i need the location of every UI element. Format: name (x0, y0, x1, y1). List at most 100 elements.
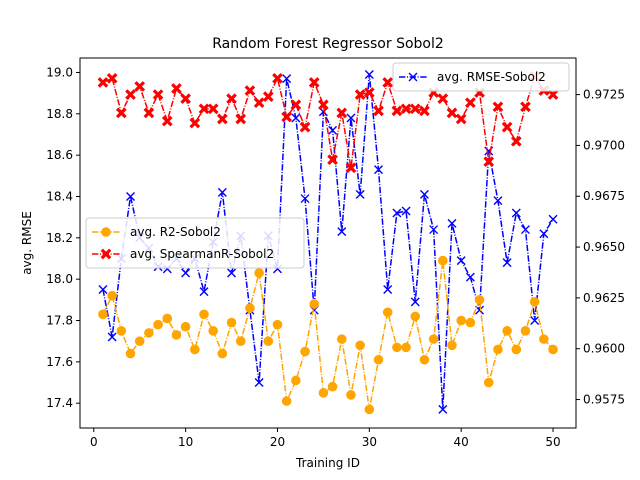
data-point-avg-r2-sobol2 (318, 388, 329, 398)
data-point-avg-rmse-sobol2 (355, 189, 365, 199)
data-point-avg-rmse-sobol2 (511, 208, 521, 218)
data-point-avg-rmse-sobol2 (199, 287, 209, 297)
x-tick-label: 40 (454, 435, 469, 449)
data-point-avg-spearmanr-sobol2 (318, 99, 329, 111)
data-point-avg-r2-sobol2 (364, 404, 375, 415)
chart-title: Random Forest Regressor Sobol2 (212, 36, 444, 52)
data-point-avg-spearmanr-sobol2 (547, 89, 559, 100)
y-right-tick-label: 0.9725 (583, 88, 625, 102)
data-point-avg-r2-sobol2 (162, 313, 173, 324)
data-point-avg-r2-sobol2 (355, 340, 365, 351)
data-point-avg-spearmanr-sobol2 (125, 89, 136, 100)
data-point-avg-spearmanr-sobol2 (207, 103, 219, 115)
data-point-avg-r2-sobol2 (208, 326, 218, 336)
legend-marker-avg-rmse-sobol2 (408, 72, 418, 82)
data-point-avg-spearmanr-sobol2 (235, 113, 247, 125)
data-point-avg-rmse-sobol2 (337, 227, 347, 237)
y-left-tick-label: 18.0 (46, 272, 73, 286)
data-point-avg-spearmanr-sobol2 (97, 77, 109, 88)
data-point-avg-spearmanr-sobol2 (308, 77, 320, 88)
data-point-avg-r2-sobol2 (309, 299, 320, 309)
data-point-avg-r2-sobol2 (107, 290, 117, 301)
data-point-avg-spearmanr-sobol2 (180, 93, 191, 104)
data-point-avg-rmse-sobol2 (392, 208, 402, 218)
y-left-tick-label: 18.6 (46, 148, 73, 162)
data-point-avg-rmse-sobol2 (429, 225, 439, 235)
data-point-avg-spearmanr-sobol2 (143, 107, 155, 119)
data-point-avg-spearmanr-sobol2 (437, 93, 449, 104)
legend-label-avg-rmse-sobol2: avg. RMSE-Sobol2 (437, 70, 546, 84)
data-point-avg-r2-sobol2 (291, 375, 301, 386)
axes-frame (79, 57, 577, 429)
data-point-avg-spearmanr-sobol2 (327, 154, 338, 165)
y-right-tick-label: 0.9675 (583, 189, 625, 203)
data-point-avg-rmse-sobol2 (456, 256, 466, 266)
data-point-avg-spearmanr-sobol2 (281, 111, 292, 123)
data-point-avg-spearmanr-sobol2 (409, 103, 421, 115)
data-point-avg-spearmanr-sobol2 (364, 87, 375, 98)
data-point-avg-rmse-sobol2 (374, 165, 384, 175)
data-point-avg-rmse-sobol2 (291, 113, 301, 123)
data-point-avg-r2-sobol2 (226, 317, 237, 328)
data-point-avg-rmse-sobol2 (126, 191, 136, 201)
data-point-avg-rmse-sobol2 (539, 229, 549, 239)
data-point-avg-rmse-sobol2 (217, 187, 227, 197)
data-point-avg-spearmanr-sobol2 (262, 91, 274, 102)
data-point-avg-r2-sobol2 (98, 309, 108, 320)
data-point-avg-r2-sobol2 (493, 344, 503, 355)
data-point-avg-spearmanr-sobol2 (161, 115, 173, 127)
data-point-avg-rmse-sobol2 (447, 218, 457, 228)
y-left-tick-label: 18.2 (46, 231, 73, 245)
data-point-avg-rmse-sobol2 (181, 268, 191, 278)
data-point-avg-spearmanr-sobol2 (226, 93, 237, 104)
data-point-avg-rmse-sobol2 (227, 268, 237, 278)
data-point-avg-r2-sobol2 (217, 348, 228, 359)
data-point-avg-spearmanr-sobol2 (501, 121, 513, 133)
data-point-avg-r2-sobol2 (382, 307, 393, 318)
legend-marker-avg-spearmanr-sobol2 (100, 248, 112, 260)
data-point-avg-rmse-sobol2 (548, 214, 558, 224)
data-point-avg-spearmanr-sobol2 (134, 81, 146, 92)
data-point-avg-spearmanr-sobol2 (290, 99, 302, 111)
data-point-avg-r2-sobol2 (171, 330, 182, 340)
x-tick-label: 0 (90, 435, 98, 449)
y-axis-left-label: avg. RMSE (20, 211, 34, 275)
data-point-avg-rmse-sobol2 (254, 378, 264, 388)
data-point-avg-rmse-sobol2 (520, 225, 530, 235)
data-point-avg-spearmanr-sobol2 (345, 162, 357, 174)
x-axis-label: Training ID (295, 456, 360, 470)
data-point-avg-spearmanr-sobol2 (492, 101, 504, 113)
data-point-avg-r2-sobol2 (125, 348, 136, 359)
data-point-avg-rmse-sobol2 (282, 74, 292, 84)
data-point-avg-r2-sobol2 (373, 354, 384, 365)
x-tick-label: 20 (270, 435, 285, 449)
data-point-avg-spearmanr-sobol2 (510, 136, 522, 147)
data-point-avg-r2-sobol2 (281, 396, 292, 406)
data-point-avg-r2-sobol2 (474, 295, 485, 305)
y-right-tick-label: 0.9650 (583, 240, 625, 254)
data-point-avg-r2-sobol2 (199, 309, 209, 320)
data-point-avg-rmse-sobol2 (438, 404, 448, 414)
legend-box (392, 62, 570, 92)
data-point-avg-r2-sobol2 (134, 336, 145, 346)
data-point-avg-r2-sobol2 (144, 328, 154, 338)
data-point-avg-r2-sobol2 (180, 321, 191, 332)
data-point-avg-r2-sobol2 (520, 326, 531, 336)
data-point-avg-rmse-sobol2 (465, 272, 475, 282)
data-point-avg-rmse-sobol2 (419, 189, 429, 199)
data-point-avg-rmse-sobol2 (107, 332, 117, 342)
legend-center-left: avg. R2-Sobol2 avg. SpearmanR-Sobol2 (85, 217, 305, 269)
data-point-avg-r2-sobol2 (502, 326, 512, 336)
data-point-avg-r2-sobol2 (272, 319, 283, 330)
y-right-tick-label: 0.9575 (583, 393, 625, 407)
data-point-avg-spearmanr-sobol2 (354, 89, 366, 100)
plot-marks (97, 70, 559, 415)
data-point-avg-rmse-sobol2 (493, 196, 503, 206)
data-point-avg-r2-sobol2 (336, 334, 347, 344)
data-point-avg-r2-sobol2 (263, 336, 274, 346)
data-point-avg-spearmanr-sobol2 (189, 117, 201, 129)
data-point-avg-r2-sobol2 (410, 311, 421, 322)
data-point-avg-r2-sobol2 (346, 390, 356, 400)
data-point-avg-spearmanr-sobol2 (116, 107, 127, 119)
